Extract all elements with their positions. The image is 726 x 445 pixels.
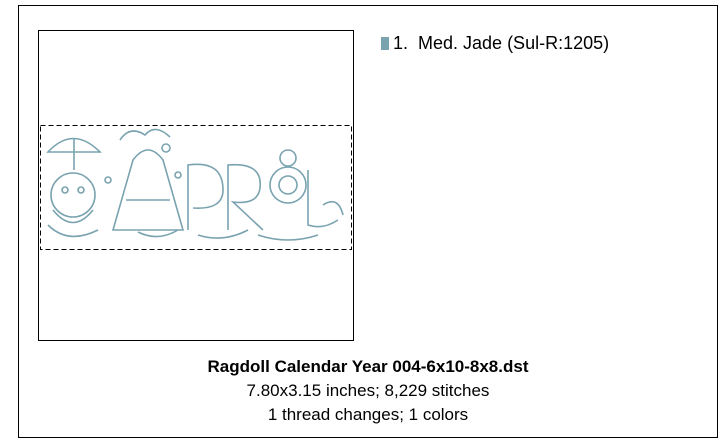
- design-card: [18, 5, 718, 438]
- file-name: Ragdoll Calendar Year 004-6x10-8x8.dst: [207, 357, 529, 376]
- hoop-frame: [38, 30, 354, 341]
- thread-name: Med. Jade (Sul-R:1205): [418, 33, 610, 53]
- thread-row: 1. Med. Jade (Sul-R:1205): [381, 33, 609, 53]
- thread-swatch: [381, 36, 389, 50]
- changes-colors: 1 thread changes; 1 colors: [267, 405, 469, 424]
- design-bounds: [40, 125, 352, 250]
- thread-number: 1.: [393, 33, 409, 53]
- thread-list: 1. Med. Jade (Sul-R:1205): [381, 33, 609, 53]
- design-info: Ragdoll Calendar Year 004-6x10-8x8.dst 7…: [18, 355, 718, 427]
- size-stitches: 7.80x3.15 inches; 8,229 stitches: [246, 381, 490, 400]
- design-preview: [38, 30, 354, 341]
- embroidery-art: [46, 128, 344, 241]
